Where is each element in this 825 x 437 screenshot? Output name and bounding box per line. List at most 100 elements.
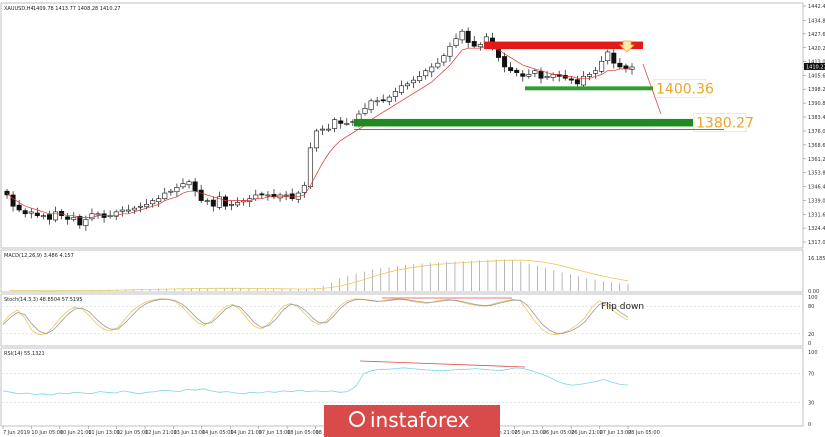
- candle-body: [40, 215, 46, 217]
- candle-body: [83, 219, 89, 226]
- candle-body: [46, 214, 52, 220]
- x-tick-label: 13 Jun 13:00: [173, 430, 205, 436]
- candle-body: [125, 209, 131, 212]
- y-tick-label: 1376.00: [808, 129, 825, 135]
- candle-body: [338, 120, 344, 124]
- zone-resistance: [484, 41, 643, 50]
- y-tick-label: 1331.60: [808, 213, 825, 219]
- candle-body: [562, 74, 568, 79]
- candle-body: [459, 30, 465, 41]
- y-tick-label: 1427.60: [808, 32, 825, 38]
- macd-title: MACD(12,26,9) 3.486 4.157: [4, 253, 74, 259]
- candle-body: [77, 216, 83, 226]
- candle-body: [34, 212, 40, 216]
- candle-body: [374, 100, 380, 103]
- candle-body: [22, 210, 28, 215]
- candle-body: [380, 99, 386, 102]
- candle-body: [4, 190, 10, 196]
- y-tick-label: 1442.40: [808, 4, 825, 10]
- candle-body: [198, 189, 204, 201]
- candle-body: [95, 213, 101, 216]
- candle-body: [229, 204, 235, 206]
- zone-support-1: [525, 86, 653, 91]
- stoch-tick-label: 80: [808, 304, 814, 310]
- candle-body: [502, 56, 508, 68]
- candle-body: [89, 213, 95, 220]
- candle-body: [629, 66, 635, 70]
- candle-body: [320, 128, 326, 131]
- candle-body: [587, 74, 593, 77]
- y-tick-label: 1368.60: [808, 143, 825, 149]
- candle-body: [532, 70, 538, 74]
- zone-label: 1400.36: [656, 81, 714, 97]
- ma-line: [6, 45, 632, 218]
- candle-body: [386, 96, 392, 102]
- candle-body: [526, 74, 532, 77]
- candle-body: [453, 38, 459, 47]
- x-tick-label: 28 Jun 05:00: [628, 430, 660, 436]
- candle-body: [326, 128, 332, 131]
- candle-body: [477, 44, 483, 48]
- candle-body: [113, 211, 119, 217]
- candle-body: [144, 204, 150, 208]
- x-tick-label: 10 Jun 21:00: [60, 430, 92, 436]
- candle-body: [411, 79, 417, 84]
- y-tick-label: 1390.80: [808, 101, 825, 107]
- candle-body: [283, 194, 289, 197]
- candle-body: [611, 52, 617, 64]
- candle-body: [204, 200, 210, 202]
- y-tick-label: 1405.60: [808, 73, 825, 79]
- candle-body: [216, 196, 222, 208]
- candle-body: [265, 194, 271, 197]
- stoch-tick-label: 20: [808, 332, 814, 338]
- x-tick-label: 26 Jun 05:00: [543, 430, 575, 436]
- macd-panel-frame: [0, 249, 804, 293]
- candle-body: [28, 211, 34, 214]
- stoch-plot: 100 80 20 0: [2, 295, 818, 347]
- price-plot: [4, 27, 635, 231]
- candle-body: [10, 194, 16, 207]
- stoch-panel-frame: [0, 293, 804, 347]
- rsi-title: RSI(14) 55.1321: [4, 351, 45, 357]
- candle-body: [180, 183, 186, 188]
- main-chart-title: XAUUSD,H4: [4, 6, 34, 12]
- candle-body: [259, 193, 265, 196]
- x-tick-label: 12 Jun 05:00: [117, 430, 149, 436]
- rsi-divergence-line: [359, 360, 526, 368]
- projection-line: [642, 63, 662, 115]
- x-tick-label: 12 Jun 21:00: [145, 430, 177, 436]
- macd-tick-label: 0.00: [808, 289, 819, 295]
- candle-body: [222, 196, 228, 207]
- candle-body: [192, 181, 198, 192]
- y-tick-label: 1353.80: [808, 171, 825, 177]
- candle-body: [417, 76, 423, 82]
- stoch-line: [2, 298, 629, 335]
- x-tick-label: 27 Jun 13:00: [600, 430, 632, 436]
- candle-body: [65, 216, 71, 220]
- candle-body: [593, 70, 599, 74]
- candle-body: [538, 71, 544, 79]
- candle-body: [404, 83, 410, 87]
- stoch-annotation: Flip down: [601, 302, 644, 312]
- rsi-tick-label: 70: [808, 372, 814, 378]
- y-tick-label: 1420.20: [808, 46, 825, 52]
- zone-label: 1380.27: [696, 116, 754, 132]
- candle-body: [16, 204, 22, 211]
- candle-body: [53, 211, 59, 221]
- candle-body: [423, 70, 429, 77]
- candle-body: [307, 147, 313, 187]
- candle-body: [520, 73, 526, 77]
- candle-body: [313, 130, 319, 149]
- y-tick-label: 1361.20: [808, 157, 825, 163]
- candle-body: [514, 69, 520, 73]
- logo-mark-icon: [349, 411, 365, 427]
- macd-signal: [9, 259, 629, 292]
- candle-body: [289, 193, 295, 200]
- candle-body: [344, 123, 350, 125]
- down-arrow-icon: [619, 40, 635, 53]
- stoch-tick-label: 0: [808, 341, 811, 347]
- candle-body: [429, 66, 435, 73]
- candle-body: [131, 207, 137, 211]
- candle-body: [544, 76, 550, 79]
